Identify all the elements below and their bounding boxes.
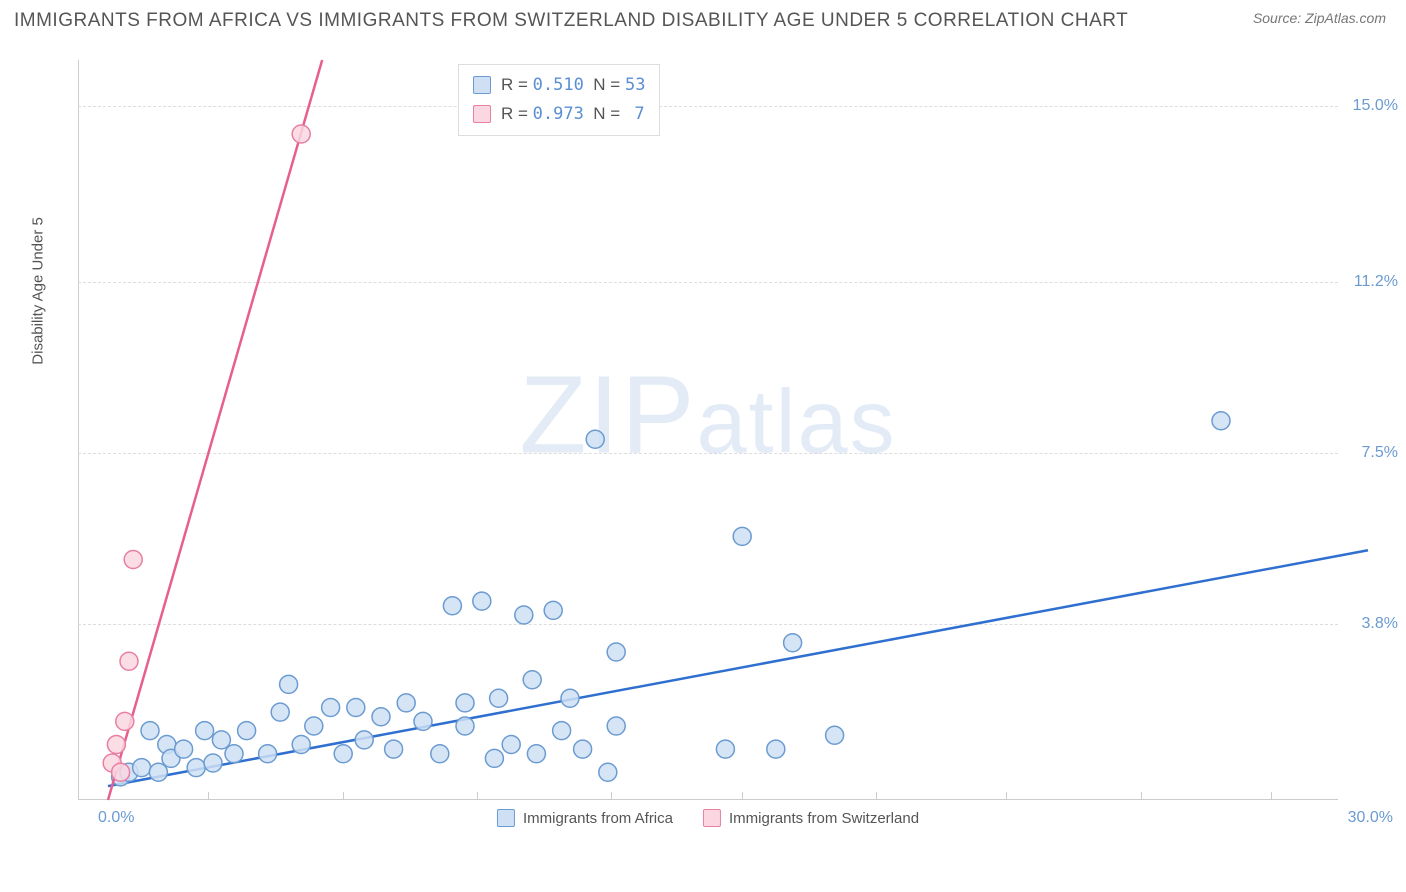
stats-swatch-switzerland — [473, 105, 491, 123]
stats-row-africa: R = 0.510 N = 53 — [473, 71, 645, 100]
stats-swatch-africa — [473, 76, 491, 94]
data-point — [355, 731, 373, 749]
data-point — [544, 601, 562, 619]
data-point — [490, 689, 508, 707]
x-tick — [742, 792, 743, 800]
x-tick — [477, 792, 478, 800]
data-point — [141, 722, 159, 740]
data-point — [120, 652, 138, 670]
data-point — [112, 763, 130, 781]
data-point — [733, 527, 751, 545]
n-value-africa: 53 — [625, 75, 645, 95]
data-point — [607, 717, 625, 735]
data-point — [523, 671, 541, 689]
data-point — [238, 722, 256, 740]
x-tick — [78, 792, 79, 800]
x-tick — [208, 792, 209, 800]
data-point — [372, 708, 390, 726]
data-point — [259, 745, 277, 763]
data-point — [527, 745, 545, 763]
data-point — [574, 740, 592, 758]
data-point — [133, 759, 151, 777]
legend-item-switzerland: Immigrants from Switzerland — [703, 809, 919, 827]
data-point — [322, 699, 340, 717]
legend-swatch-africa — [497, 809, 515, 827]
x-tick — [1271, 792, 1272, 800]
data-point — [561, 689, 579, 707]
r-value-africa: 0.510 — [533, 75, 584, 95]
data-point — [607, 643, 625, 661]
data-point — [1212, 412, 1230, 430]
stats-legend: R = 0.510 N = 53 R = 0.973 N = 7 — [458, 64, 660, 136]
data-point — [204, 754, 222, 772]
data-point — [196, 722, 214, 740]
data-point — [599, 763, 617, 781]
data-point — [385, 740, 403, 758]
legend-label-africa: Immigrants from Africa — [523, 810, 673, 827]
legend-label-switzerland: Immigrants from Switzerland — [729, 810, 919, 827]
data-point — [456, 717, 474, 735]
data-point — [485, 749, 503, 767]
data-point — [187, 759, 205, 777]
data-point — [175, 740, 193, 758]
data-point — [502, 736, 520, 754]
data-point — [443, 597, 461, 615]
stats-row-switzerland: R = 0.973 N = 7 — [473, 100, 645, 129]
chart-container: Disability Age Under 5 3.8%7.5%11.2%15.0… — [48, 60, 1338, 830]
x-tick — [876, 792, 877, 800]
r-value-switzerland: 0.973 — [533, 104, 584, 124]
data-point — [305, 717, 323, 735]
source-attribution: Source: ZipAtlas.com — [1253, 10, 1386, 26]
plot-area: ZIPatlas 0.0% 30.0% Immigrants from Afri… — [78, 60, 1338, 800]
x-tick — [611, 792, 612, 800]
data-point — [225, 745, 243, 763]
y-axis-title: Disability Age Under 5 — [30, 217, 47, 365]
data-point — [553, 722, 571, 740]
data-point — [271, 703, 289, 721]
data-point — [784, 634, 802, 652]
data-point — [212, 731, 230, 749]
scatter-plot-svg — [108, 60, 1368, 800]
data-point — [116, 712, 134, 730]
n-value-switzerland: 7 — [634, 104, 644, 124]
x-tick — [1006, 792, 1007, 800]
data-point — [473, 592, 491, 610]
data-point — [149, 763, 167, 781]
x-axis-max-label: 30.0% — [1348, 809, 1393, 827]
data-point — [456, 694, 474, 712]
legend-item-africa: Immigrants from Africa — [497, 809, 673, 827]
data-point — [280, 675, 298, 693]
data-point — [292, 125, 310, 143]
chart-title: IMMIGRANTS FROM AFRICA VS IMMIGRANTS FRO… — [14, 10, 1128, 32]
data-point — [431, 745, 449, 763]
bottom-legend: Immigrants from Africa Immigrants from S… — [497, 809, 919, 827]
data-point — [586, 430, 604, 448]
legend-swatch-switzerland — [703, 809, 721, 827]
data-point — [107, 736, 125, 754]
x-tick — [343, 792, 344, 800]
x-tick — [1141, 792, 1142, 800]
data-point — [826, 726, 844, 744]
x-axis-min-label: 0.0% — [98, 809, 134, 827]
data-point — [515, 606, 533, 624]
data-point — [716, 740, 734, 758]
data-point — [292, 736, 310, 754]
data-point — [334, 745, 352, 763]
data-point — [767, 740, 785, 758]
data-point — [124, 551, 142, 569]
data-point — [414, 712, 432, 730]
data-point — [397, 694, 415, 712]
data-point — [347, 699, 365, 717]
